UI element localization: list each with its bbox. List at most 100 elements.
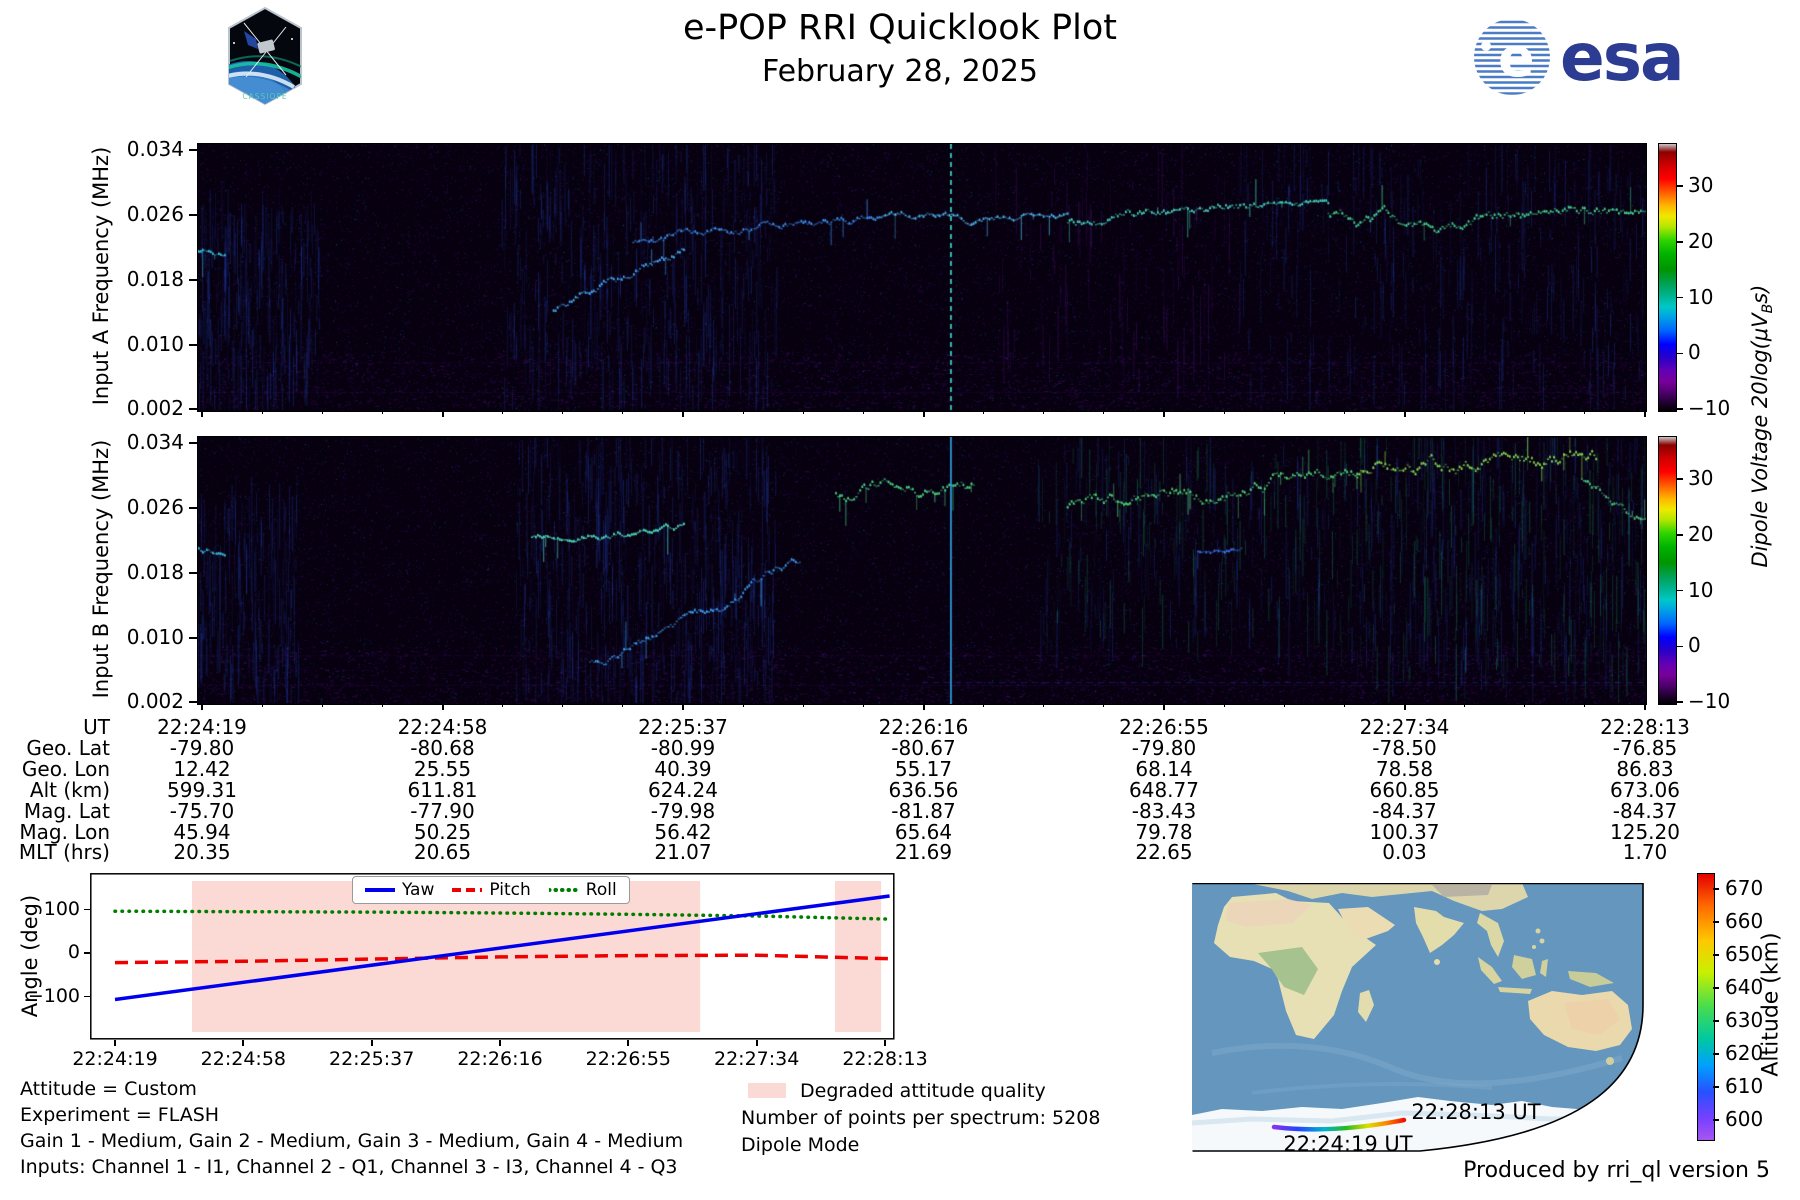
- time-tick-minor: [983, 703, 985, 707]
- time-tick-minor: [802, 410, 804, 414]
- colorbar-tick: [1676, 645, 1683, 648]
- freq-tick: [189, 149, 197, 151]
- time-tick-minor: [742, 703, 744, 707]
- table-cell: 100.37: [1369, 819, 1440, 844]
- time-tick-major: [1644, 703, 1646, 710]
- table-row-label: UT: [83, 715, 110, 739]
- angle-ytick: [84, 995, 90, 998]
- colorbar-tick-label: 0: [1688, 633, 1701, 658]
- colorbar-tick-label: 30: [1688, 173, 1714, 197]
- table-cell: -79.98: [650, 798, 716, 823]
- table-cell: 611.81: [407, 777, 478, 802]
- table-cell: 25.55: [413, 756, 472, 781]
- time-tick-minor: [1464, 410, 1466, 414]
- colorbar-tick-label: 0: [1688, 340, 1701, 365]
- altitude-tick-label: 630: [1725, 1008, 1764, 1032]
- table-cell: 22:24:58: [397, 715, 488, 739]
- table-cell: 22:26:55: [1119, 715, 1209, 739]
- pitch-line: [114, 953, 890, 965]
- angle-xtick: [370, 1040, 373, 1046]
- altitude-tick: [1713, 987, 1719, 989]
- time-tick-minor: [1283, 703, 1285, 707]
- angle-xtick-label: 22:24:58: [200, 1048, 286, 1070]
- time-tick-major: [682, 410, 684, 417]
- attitude-angle-plot: [90, 873, 895, 1040]
- altitude-tick: [1713, 1119, 1719, 1121]
- angle-xtick: [884, 1040, 886, 1046]
- table-cell: 0.03: [1382, 840, 1427, 865]
- track-end-label: 22:28:13 UT: [1411, 1100, 1540, 1124]
- angle-xtick: [242, 1040, 245, 1046]
- time-tick-major: [441, 703, 444, 710]
- esa-logo: e esa: [1474, 19, 1685, 96]
- freq-tick-label: 0.002: [126, 688, 184, 713]
- table-cell: -78.50: [1372, 735, 1437, 760]
- table-cell: 624.24: [648, 777, 718, 802]
- table-cell: 12.42: [173, 756, 231, 781]
- table-cell: 20.35: [173, 840, 231, 865]
- colorbar-tick: [1676, 534, 1683, 536]
- degraded-quality-label: Degraded attitude quality: [800, 1080, 1046, 1102]
- colorbar-altitude: [1697, 873, 1715, 1141]
- altitude-tick-label: 670: [1725, 876, 1764, 900]
- colorbar-tick: [1676, 408, 1683, 410]
- table-cell: 125.20: [1610, 819, 1680, 844]
- time-tick-minor: [862, 410, 864, 414]
- freq-tick: [189, 572, 197, 574]
- angle-xtick-label: 22:24:19: [72, 1048, 158, 1070]
- freq-tick: [189, 279, 197, 281]
- table-cell: 20.65: [413, 840, 472, 865]
- table-cell: 21.69: [894, 840, 953, 865]
- altitude-tick: [1713, 1086, 1719, 1088]
- table-cell: 1.70: [1622, 840, 1668, 865]
- angle-xtick-label: 22:26:55: [585, 1048, 671, 1070]
- time-tick-minor: [1043, 703, 1045, 707]
- colorbar-tick-label: −10: [1688, 689, 1731, 714]
- legend-item-yaw: Yaw: [365, 880, 434, 900]
- altitude-tick: [1713, 954, 1719, 956]
- angle-ytick: [84, 952, 90, 954]
- altitude-tick-label: 620: [1725, 1041, 1764, 1065]
- time-tick-minor: [1103, 410, 1105, 414]
- altitude-tick-label: 610: [1725, 1074, 1764, 1098]
- table-cell: 660.85: [1369, 777, 1440, 802]
- time-tick-major: [922, 703, 925, 710]
- legend-item-roll: Roll: [548, 880, 617, 900]
- time-tick-minor: [1103, 703, 1105, 707]
- time-tick-major: [201, 703, 203, 710]
- table-cell: -84.37: [1372, 798, 1437, 823]
- time-tick-minor: [502, 703, 504, 707]
- table-cell: 40.39: [654, 756, 712, 781]
- colorbar-tick: [1676, 478, 1683, 480]
- table-row-label: Geo. Lon: [21, 756, 110, 781]
- time-tick-minor: [1343, 410, 1345, 414]
- yaw-line-icon: [365, 888, 395, 892]
- spectrogram-input-b: [197, 436, 1647, 705]
- table-cell: 22.65: [1135, 840, 1193, 865]
- angle-xtick: [627, 1040, 630, 1046]
- time-tick-major: [1644, 410, 1646, 417]
- altitude-tick-label: 650: [1725, 942, 1764, 966]
- colorbar-tick-label: 20: [1688, 228, 1714, 253]
- page-date: February 28, 2025: [761, 54, 1039, 89]
- map-india: [1414, 907, 1464, 953]
- freq-tick-label: 0.034: [126, 136, 184, 161]
- angle-ytick-label: −100: [27, 984, 80, 1007]
- table-cell: 22:24:19: [157, 715, 247, 739]
- time-tick-minor: [742, 410, 744, 414]
- table-cell: -80.68: [410, 735, 475, 760]
- yaw-line: [114, 894, 890, 1002]
- points-per-spectrum-label: Number of points per spectrum: 5208: [741, 1107, 1101, 1129]
- altitude-tick: [1713, 1053, 1719, 1055]
- table-cell: 22:27:34: [1359, 715, 1450, 739]
- freq-tick: [189, 408, 197, 410]
- angle-ytick: [84, 908, 90, 911]
- time-tick-minor: [502, 410, 504, 414]
- colorbar-input-b: [1658, 436, 1677, 705]
- time-tick-minor: [622, 410, 624, 414]
- spectrogram-input-a: [197, 143, 1647, 412]
- freq-tick: [189, 507, 197, 509]
- table-cell: 673.06: [1610, 777, 1680, 802]
- table-cell: 50.25: [413, 819, 472, 844]
